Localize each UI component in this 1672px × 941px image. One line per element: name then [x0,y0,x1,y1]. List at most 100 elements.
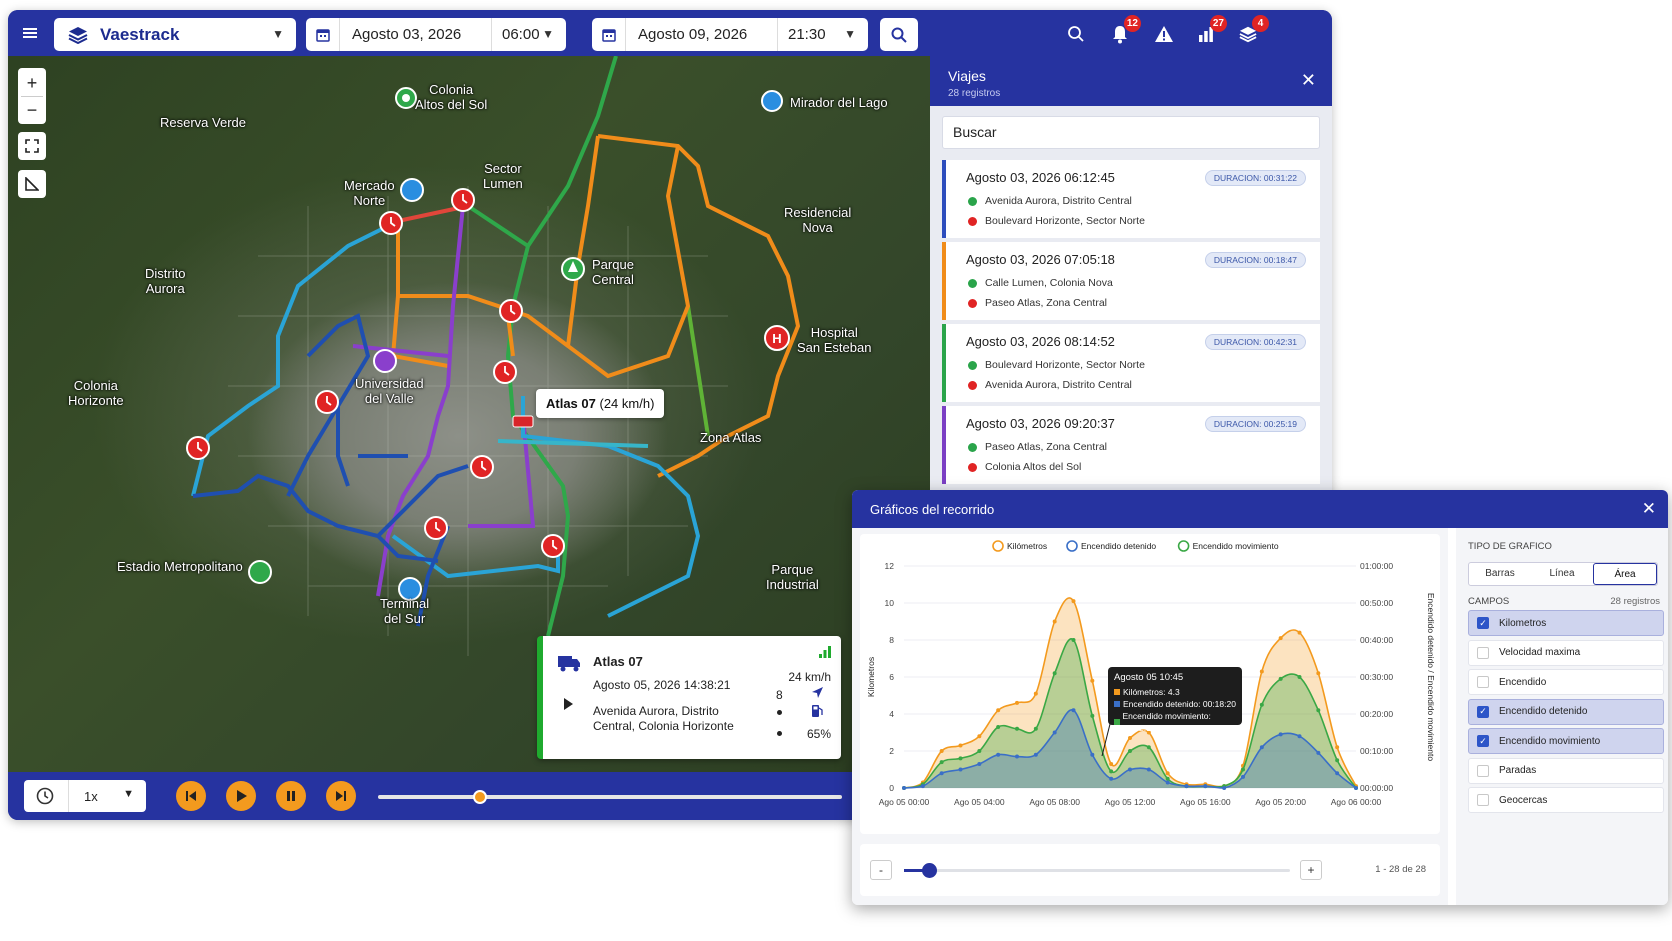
trip-origin: Paseo Atlas, Zona Central [985,441,1107,453]
reports-button[interactable]: 27 [1194,15,1227,46]
checkbox-checked-icon[interactable]: ✓ [1477,705,1489,718]
alerts-button[interactable] [1152,22,1176,46]
playback-speed-select[interactable]: 1x ▼ [24,780,146,812]
vehicle-satellites: 8 [776,688,783,702]
map-label-universidad: Universidad del Valle [355,376,424,406]
trips-search-input[interactable]: Buscar [942,116,1320,149]
close-icon[interactable]: ✕ [1641,499,1656,518]
skip-forward-icon [336,791,346,801]
map-label-colonia-horizonte: Colonia Horizonte [68,378,124,408]
calendar-icon [306,18,340,51]
field-option[interactable]: ✓ Kilometros [1468,610,1664,636]
trip-datetime: Agosto 03, 2026 06:12:45 [966,170,1115,185]
data-point [1128,767,1132,772]
fields-records: 28 registros [1610,596,1660,607]
chart-type-bars[interactable]: Barras [1485,568,1515,579]
trip-destination: Paseo Atlas, Zona Central [985,297,1107,309]
chart-zoom-slider[interactable] [904,863,1290,878]
menu-icon[interactable] [20,23,40,43]
series-area [904,709,1356,788]
checkbox-checked-icon[interactable]: ✓ [1477,735,1489,747]
trip-origin: Calle Lumen, Colonia Nova [985,277,1113,289]
checkbox-icon[interactable] [1477,646,1489,659]
y-tick-label: 0 [889,783,894,793]
checkbox-icon[interactable] [1477,676,1489,688]
chart-type-area[interactable]: Área [1593,563,1657,585]
fullscreen-button[interactable] [18,132,46,160]
tooltip-pointer [1101,723,1111,757]
pause-button[interactable] [276,781,306,811]
date-from-picker[interactable]: Agosto 03, 2026 06:00 ▼ [306,18,566,51]
chart-area: 0 2 4 6 8 10 12 00:00:00 00:10:00 00:20:00 00:30:0… [852,528,1448,905]
layers-button[interactable]: 4 [1236,15,1269,46]
skip-back-button[interactable] [176,781,206,811]
fullscreen-icon [25,139,39,153]
playback-slider[interactable] [378,790,842,804]
zoom-out-button[interactable]: − [26,99,38,120]
data-point [977,734,982,739]
measure-button[interactable] [18,170,46,198]
playback-slider-thumb[interactable] [473,790,488,804]
chart-type-line[interactable]: Línea [1549,568,1575,579]
trip-item[interactable]: Agosto 03, 2026 08:14:52 DURACION: 00:42… [942,324,1320,402]
data-point [1297,630,1302,635]
vehicle-name: Atlas 07 [593,654,643,669]
field-option[interactable]: Velocidad maxima [1468,639,1664,666]
global-search-button[interactable] [1064,22,1088,46]
graphs-header: Gráficos del recorrido ✕ [852,490,1668,528]
zoom-in-button[interactable]: + [1300,860,1322,880]
field-option[interactable]: Geocercas [1468,787,1664,813]
trip-destination: Colonia Altos del Sol [985,461,1082,473]
trip-item[interactable]: Agosto 03, 2026 07:05:18 DURACION: 00:18… [942,242,1320,320]
play-button[interactable] [226,781,256,811]
calendar-icon [592,18,626,51]
data-point [1071,638,1076,642]
field-option[interactable]: ✓ Encendido movimiento [1468,728,1664,754]
chart-type-toggle: Barras Línea Área [1468,562,1658,586]
field-option[interactable]: Paradas [1468,757,1664,784]
data-point [1090,713,1095,718]
field-option-label: Kilometros [1499,617,1547,629]
field-option-label: Velocidad maxima [1499,647,1581,658]
fuel-icon [811,704,823,721]
trips-count: 28 registros [948,88,1001,99]
zoom-out-button[interactable]: - [870,860,892,880]
search-button[interactable] [880,18,918,51]
data-point [939,749,944,753]
trip-item[interactable]: Agosto 03, 2026 06:12:45 DURACION: 00:31… [942,160,1320,238]
date-to-picker[interactable]: Agosto 09, 2026 21:30 ▼ [592,18,868,51]
vehicle-tooltip: Atlas 07 (24 km/h) [536,389,665,418]
close-icon[interactable]: ✕ [1300,70,1316,90]
search-icon [1068,26,1084,42]
vehicle-card[interactable]: Atlas 07 Agosto 05, 2026 14:38:21 Avenid… [537,636,841,759]
checkbox-icon[interactable] [1477,764,1489,777]
series-area [904,638,1356,788]
trip-item[interactable]: Agosto 03, 2026 09:20:37 DURACION: 00:25… [942,406,1320,484]
field-option-label: Geocercas [1499,794,1548,806]
chart-zoom-bar: - + 1 - 28 de 28 [860,844,1440,896]
chevron-down-icon: ▼ [844,27,856,41]
play-icon[interactable] [563,698,573,713]
skip-forward-button[interactable] [326,781,356,811]
chevron-down-icon: ▼ [542,27,554,41]
field-option[interactable]: Encendido [1468,669,1664,695]
vehicle-tooltip-speed: (24 km/h) [599,396,655,411]
route-graphs-dialog: Gráficos del recorrido ✕ 0 2 4 6 8 10 12 00:00:… [852,490,1668,905]
ruler-icon [25,177,39,191]
date-from-value: Agosto 03, 2026 [340,18,492,51]
chart-zoom-thumb[interactable] [922,863,937,878]
company-select[interactable]: Vaestrack ▼ [54,18,296,51]
data-point [1184,784,1189,789]
x-tick-label: Ago 05 16:00 [1180,797,1231,807]
legend-marker [992,540,1004,552]
chart-tooltip: Agosto 05 10:45 Kilómetros: 4.3 Encendid… [1108,667,1242,733]
checkbox-icon[interactable] [1477,794,1489,806]
map-label-mirador: Mirador del Lago [790,95,888,110]
zoom-in-button[interactable]: + [26,72,38,93]
data-point [996,752,1001,757]
map-label-distrito: Distrito Aurora [145,266,186,296]
field-option[interactable]: ✓ Encendido detenido [1468,698,1664,725]
checkbox-checked-icon[interactable]: ✓ [1477,617,1489,629]
notifications-button[interactable]: 12 [1108,15,1141,46]
trip-duration-badge: DURACION: 00:31:22 [1204,170,1306,186]
